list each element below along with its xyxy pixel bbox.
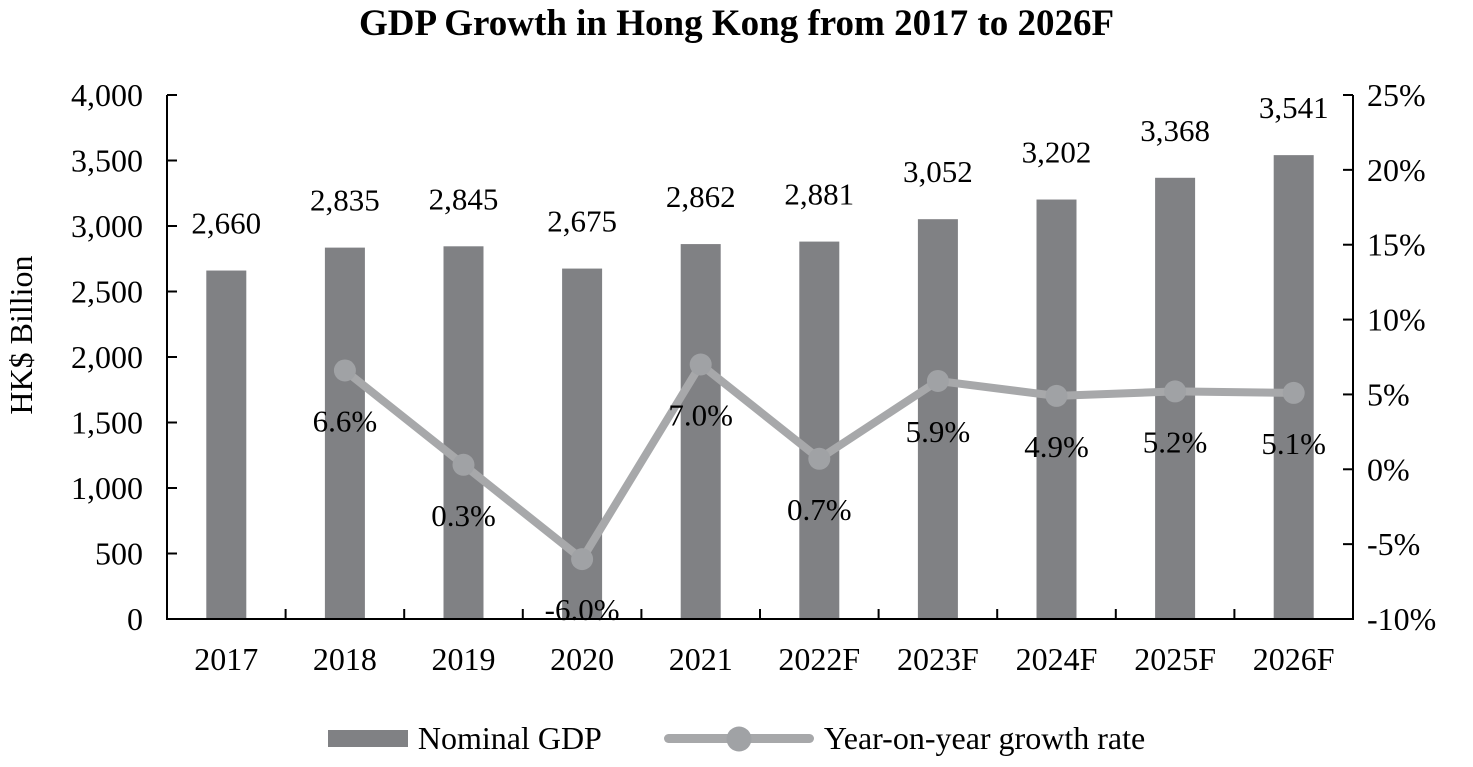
chart-title: GDP Growth in Hong Kong from 2017 to 202… [358,3,1115,44]
legend-label-nominal-gdp: Nominal GDP [417,720,602,756]
right-axis-tick-label: 20% [1367,152,1426,188]
x-axis-label-2021: 2021 [669,641,733,677]
gdp-bar-2017 [206,270,247,619]
right-axis-tick-label: 15% [1367,227,1426,263]
bar-value-label-2022F: 2,881 [784,177,854,212]
bar-value-label-2019: 2,845 [429,181,499,216]
growth-point-label-2026F: 5.1% [1261,426,1326,461]
bar-value-label-2024F: 3,202 [1022,135,1092,170]
right-axis-tick-label: 5% [1367,376,1410,412]
growth-marker-2020 [571,548,594,571]
growth-point-label-2023F: 5.9% [906,414,971,449]
bar-value-label-2021: 2,862 [666,179,736,214]
left-axis-tick-label: 1,000 [71,470,143,506]
growth-point-label-2024F: 4.9% [1024,429,1089,464]
x-axis-label-2023F: 2023F [897,641,979,677]
left-axis-tick-label: 2,500 [71,274,143,310]
growth-marker-2022F [808,447,831,470]
legend-item-nominal-gdp: Nominal GDP [327,720,602,757]
line-series-swatch [663,726,814,751]
right-axis-tick-label: 0% [1367,451,1410,487]
y-axis-title: HK$ Billion [3,255,39,414]
growth-marker-2021 [689,353,712,376]
bar-series-swatch [327,730,408,747]
x-axis-label-2020: 2020 [550,641,614,677]
left-axis-tick-label: 4,000 [71,77,143,113]
x-axis-label-2019: 2019 [432,641,496,677]
growth-marker-2019 [452,453,475,476]
gdp-bar-2018 [324,247,365,620]
growth-point-label-2021: 7.0% [668,397,733,432]
bar-value-label-2025F: 3,368 [1140,113,1210,148]
right-axis-tick-label: 10% [1367,302,1426,338]
growth-marker-2026F [1282,381,1305,404]
legend: Nominal GDP Year-on-year growth rate [0,720,1473,757]
legend-label-growth-rate: Year-on-year growth rate [823,720,1146,756]
line-series-marker-swatch [726,726,752,751]
growth-point-label-2018: 6.6% [313,403,378,438]
gdp-bar-2021 [680,244,721,619]
left-axis-tick-label: 3,000 [71,208,143,244]
growth-marker-2024F [1045,384,1068,407]
bar-value-label-2026F: 3,541 [1259,90,1329,125]
growth-marker-2025F [1164,380,1187,403]
right-axis-tick-label: -10% [1367,601,1436,637]
right-axis-tick-label: 25% [1367,77,1426,113]
growth-point-label-2019: 0.3% [431,498,496,533]
x-axis-label-2024F: 2024F [1016,641,1098,677]
growth-marker-2018 [333,359,356,382]
bar-value-label-2020: 2,675 [547,204,617,239]
right-axis-tick-label: -5% [1367,526,1420,562]
left-axis-tick-label: 2,000 [71,339,143,375]
x-axis-label-2025F: 2025F [1134,641,1216,677]
gdp-bar-2023F [917,219,958,620]
gdp-bar-2024F [1036,199,1077,619]
bar-value-label-2018: 2,835 [310,183,380,218]
left-axis-tick-label: 500 [95,536,143,572]
x-axis-label-2017: 2017 [194,641,258,677]
x-axis-label-2022F: 2022F [778,641,860,677]
x-axis-label-2018: 2018 [313,641,377,677]
growth-marker-2023F [926,369,949,392]
legend-item-growth-rate: Year-on-year growth rate [663,720,1146,757]
bar-value-label-2017: 2,660 [191,206,261,241]
growth-point-label-2022F: 0.7% [787,492,852,527]
x-axis-label-2026F: 2026F [1253,641,1335,677]
gdp-bar-2019 [443,246,484,619]
left-axis-tick-label: 1,500 [71,405,143,441]
growth-point-label-2020: -6.0% [545,592,620,627]
gdp-bar-2022F [799,241,840,620]
bar-value-label-2023F: 3,052 [903,154,973,189]
left-axis-tick-label: 3,500 [71,143,143,179]
growth-point-label-2025F: 5.2% [1143,424,1208,459]
left-axis-tick-label: 0 [127,601,143,637]
